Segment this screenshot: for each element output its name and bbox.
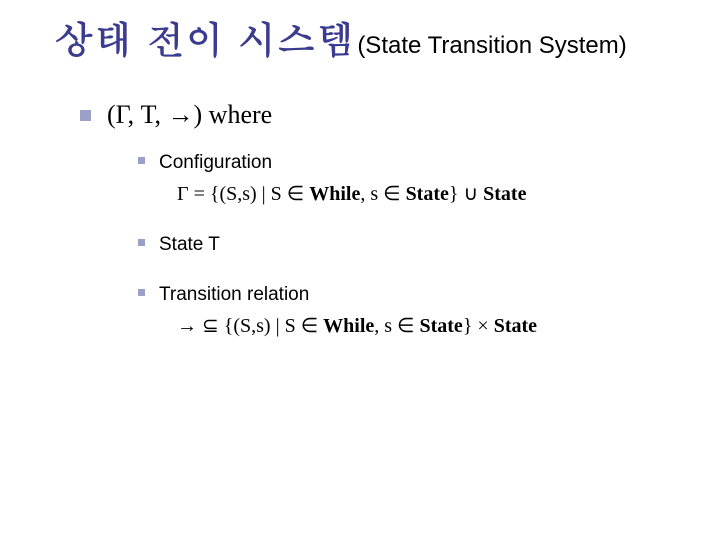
item-detail: Γ = {(S,s) | S ∈ While, s ∈ State} ∪ Sta… bbox=[159, 179, 526, 210]
list-item-text: Transition relation → ⊆ {(S,s) | S ∈ Whi… bbox=[159, 280, 537, 342]
title-main: 상태 전이 시스템 bbox=[55, 10, 355, 64]
list-item: State T bbox=[138, 230, 660, 259]
lvl1-item: (Γ, T, →) where bbox=[80, 100, 660, 130]
detail-seg: , s ∈ bbox=[360, 183, 405, 205]
list-item: Configuration Γ = {(S,s) | S ∈ While, s … bbox=[138, 148, 660, 210]
detail-seg: } × bbox=[463, 315, 494, 337]
square-bullet-icon bbox=[138, 239, 145, 246]
detail-seg: State bbox=[419, 315, 462, 337]
detail-seg: → ⊆ {(S,s) | S ∈ bbox=[177, 315, 323, 337]
detail-seg: While bbox=[323, 315, 374, 337]
detail-seg: } ∪ bbox=[449, 183, 483, 205]
item-head: Configuration bbox=[159, 152, 272, 173]
content-area: (Γ, T, →) where Configuration Γ = {(S,s)… bbox=[80, 100, 660, 348]
detail-seg: State bbox=[483, 183, 526, 205]
detail-seg: Γ = {(S,s) | S ∈ bbox=[177, 183, 309, 205]
detail-seg: , s ∈ bbox=[374, 315, 419, 337]
square-bullet-icon bbox=[80, 110, 91, 121]
square-bullet-icon bbox=[138, 157, 145, 164]
item-head: Transition relation bbox=[159, 284, 309, 305]
lvl2-list: Configuration Γ = {(S,s) | S ∈ While, s … bbox=[138, 148, 660, 342]
detail-seg: While bbox=[309, 183, 360, 205]
slide-title: 상태 전이 시스템(State Transition System) bbox=[55, 10, 627, 64]
spacer bbox=[138, 216, 660, 230]
title-sub: (State Transition System) bbox=[357, 32, 626, 59]
detail-seg: State bbox=[494, 315, 537, 337]
list-item: Transition relation → ⊆ {(S,s) | S ∈ Whi… bbox=[138, 280, 660, 342]
detail-seg: State bbox=[406, 183, 449, 205]
square-bullet-icon bbox=[138, 289, 145, 296]
item-detail: → ⊆ {(S,s) | S ∈ While, s ∈ State} × Sta… bbox=[159, 311, 537, 342]
list-item-text: Configuration Γ = {(S,s) | S ∈ While, s … bbox=[159, 148, 526, 210]
slide: 상태 전이 시스템(State Transition System) (Γ, T… bbox=[0, 0, 720, 540]
item-head: State T bbox=[159, 234, 220, 255]
list-item-text: State T bbox=[159, 230, 220, 259]
spacer bbox=[138, 266, 660, 280]
lvl1-text: (Γ, T, →) where bbox=[107, 100, 272, 130]
